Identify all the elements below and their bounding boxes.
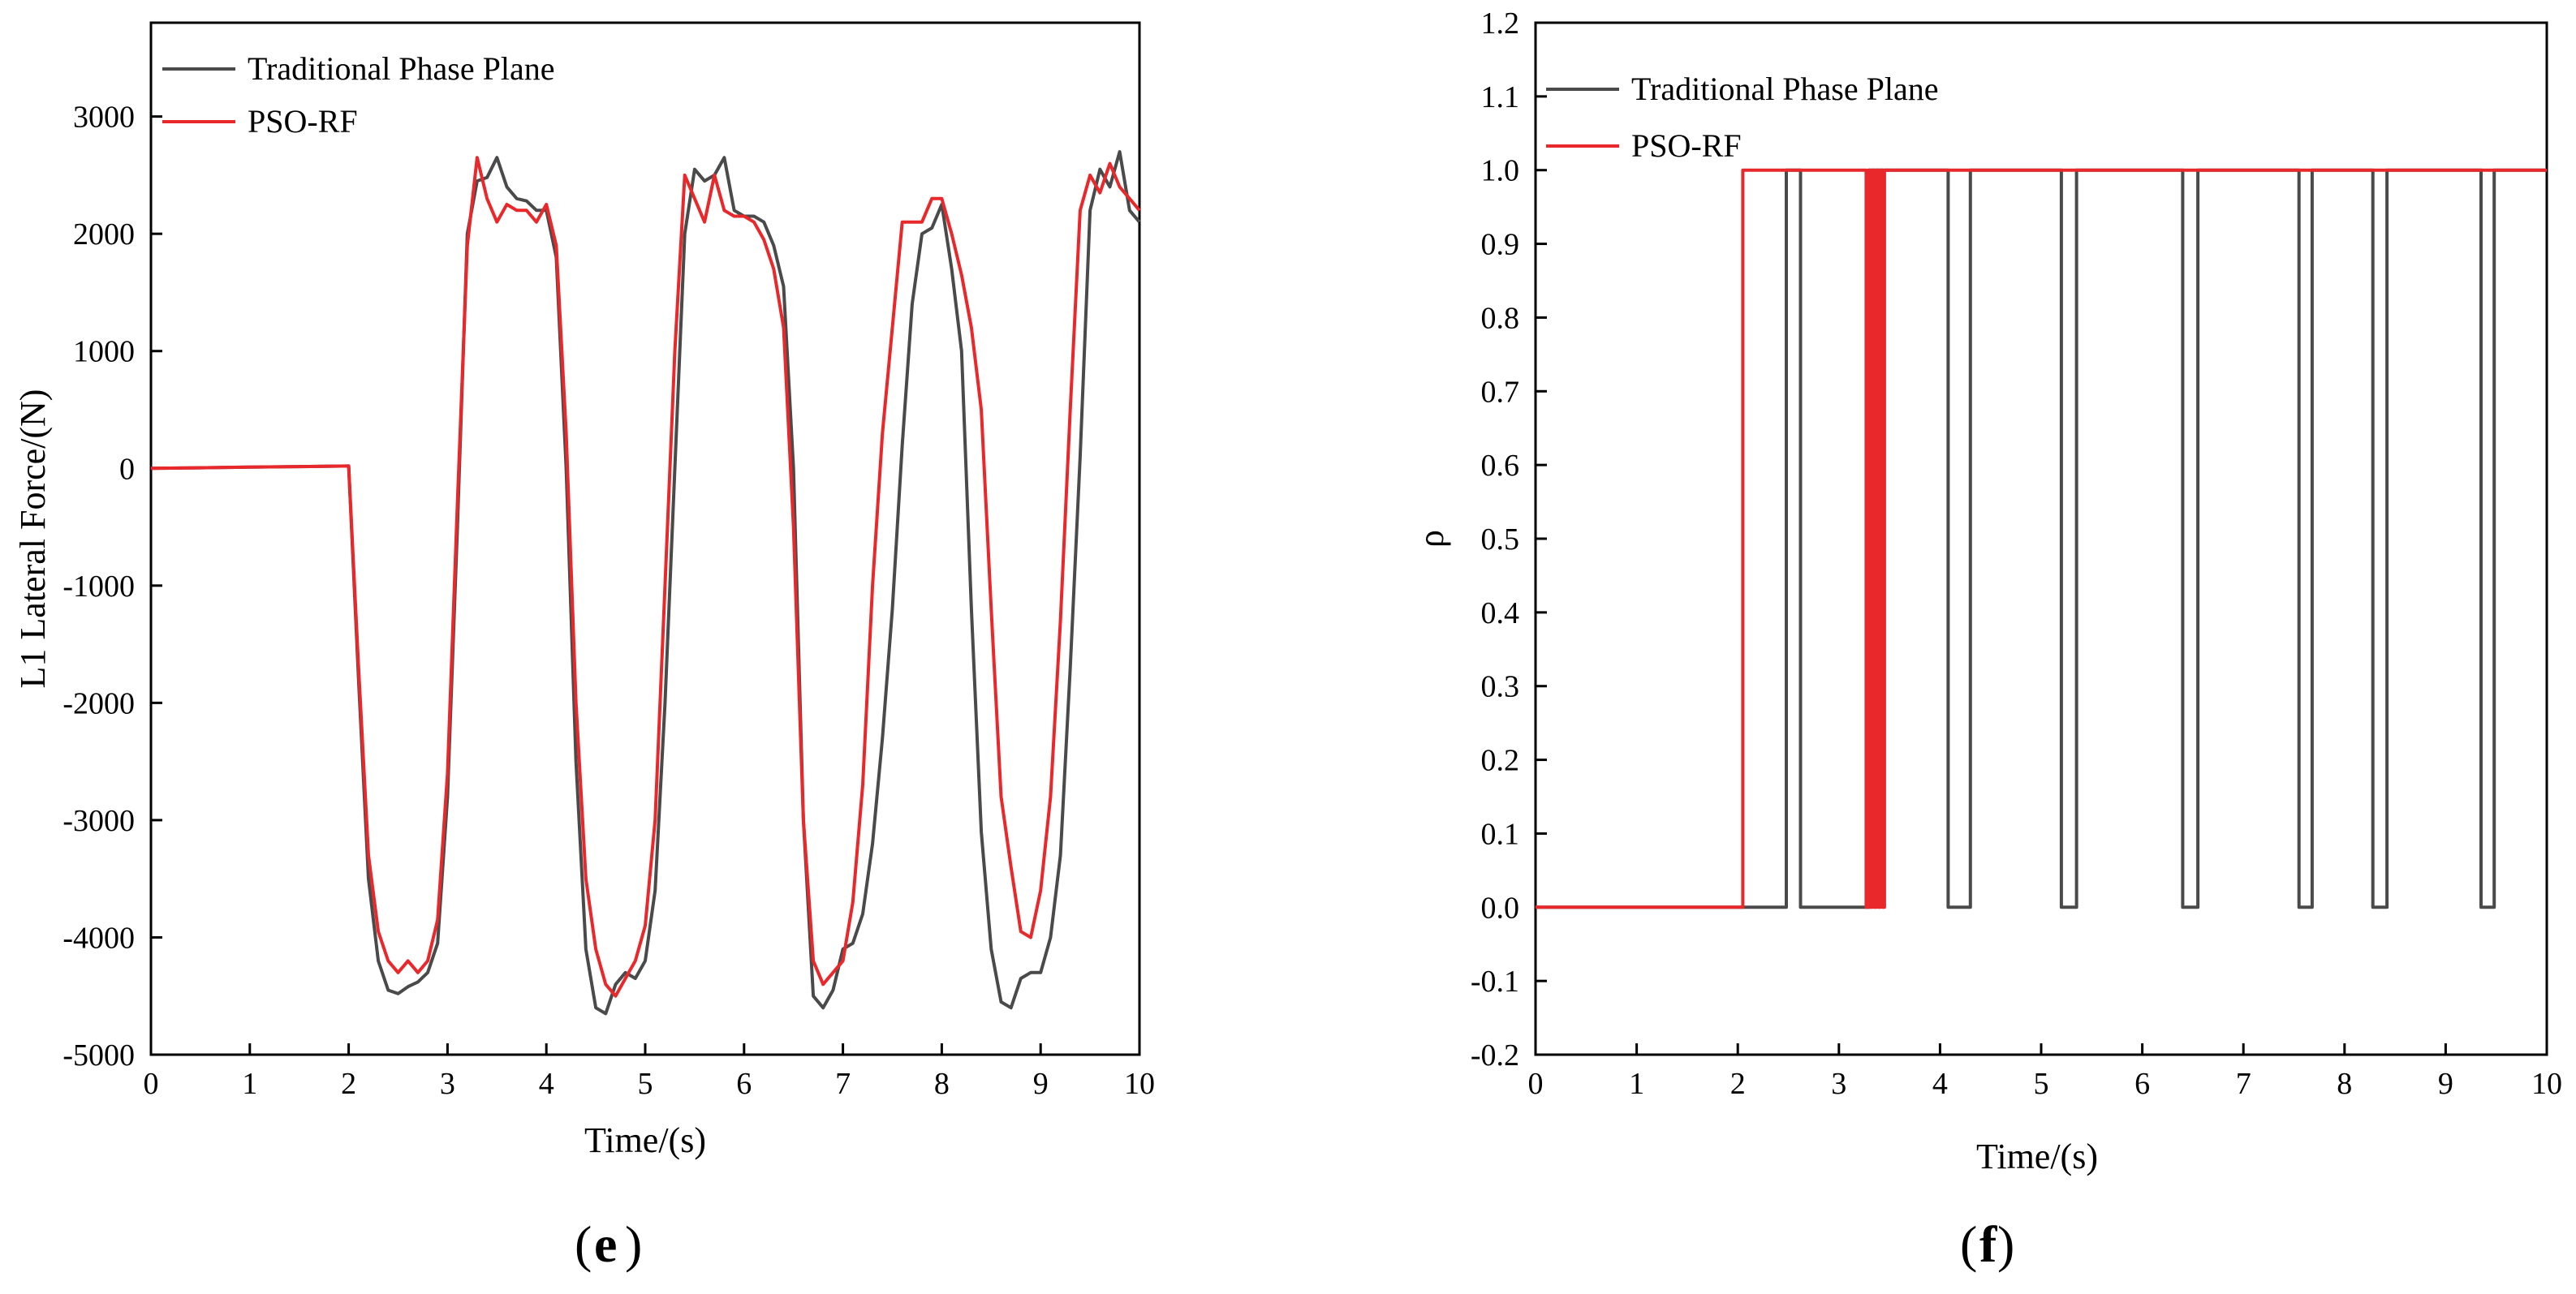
panel-e-series-pso-rf-line bbox=[150, 156, 1141, 998]
panel-e-label-letter: e bbox=[594, 1215, 617, 1273]
panel-f-legend-label-traditional: Traditional Phase Plane bbox=[1631, 71, 1939, 107]
panel-f-y-tick-label: 0.0 bbox=[1481, 891, 1520, 925]
panel-f-y-tick-label: 0.1 bbox=[1481, 817, 1520, 851]
panel-f-x-tick-label: 7 bbox=[2236, 1067, 2251, 1101]
panel-e-y-tick-label: 0 bbox=[119, 452, 135, 486]
panel-f-y-tick-label: 0.6 bbox=[1481, 449, 1520, 483]
panel-e-x-tick-label: 4 bbox=[539, 1067, 554, 1101]
panel-f-series-pso-rf-line bbox=[1536, 168, 2547, 909]
panel-f-y-tick-label: 1.0 bbox=[1481, 154, 1520, 188]
panel-e-x-tick-label: 3 bbox=[440, 1067, 455, 1101]
panel-f-y-tick-label: 0.2 bbox=[1481, 744, 1520, 778]
panel-f-x-tick-label: 5 bbox=[2034, 1067, 2049, 1101]
panel-f-legend: Traditional Phase Plane PSO-RF bbox=[1546, 71, 1939, 164]
panel-f-chart: 0 1 2 3 4 5 6 7 8 9 10 -0.2 -0.1 0.0 0.1 0.2 0.3 0.4 0.5 0… bbox=[1411, 6, 2562, 1273]
panel-e-y-tick-label: -2000 bbox=[62, 686, 135, 720]
panel-e-x-tick-label: 7 bbox=[835, 1067, 851, 1101]
panel-f-y-tick-label: 0.5 bbox=[1481, 522, 1520, 557]
panel-e-x-axis-title: Time/(s) bbox=[584, 1120, 706, 1160]
panel-f-legend-label-psorf: PSO-RF bbox=[1631, 127, 1742, 164]
panel-e-legend: Traditional Phase Plane PSO-RF bbox=[162, 50, 555, 140]
panel-e-y-axis-title: L1 Lateral Force/(N) bbox=[13, 389, 53, 689]
panel-f-x-tick-label: 1 bbox=[1629, 1067, 1644, 1101]
panel-e-x-tick-label: 9 bbox=[1033, 1067, 1049, 1101]
panel-f-x-tick-label: 4 bbox=[1932, 1067, 1948, 1101]
panel-f-x-tick-label: 8 bbox=[2337, 1067, 2352, 1101]
panel-e-label-open: ( bbox=[575, 1215, 592, 1273]
panel-f-plot-frame bbox=[1534, 21, 2548, 1056]
panel-f-y-tick-label: 0.8 bbox=[1481, 301, 1520, 335]
panel-f-x-tick-label: 6 bbox=[2134, 1067, 2150, 1101]
panel-e-y-tick-label: -1000 bbox=[62, 570, 135, 604]
panel-f-y-tick-label: 0.3 bbox=[1481, 670, 1520, 704]
panel-e-x-ticks: 0 1 2 3 4 5 6 7 8 9 10 bbox=[144, 1043, 1155, 1101]
panel-e-y-tick-label: -3000 bbox=[62, 804, 135, 838]
panel-e-plot-frame bbox=[149, 21, 1141, 1056]
panel-f-x-tick-label: 2 bbox=[1730, 1067, 1746, 1101]
panel-e-y-tick-label: 1000 bbox=[73, 335, 135, 369]
panel-e-x-tick-label: 10 bbox=[1124, 1067, 1155, 1101]
panel-e-x-tick-label: 0 bbox=[144, 1067, 159, 1101]
panel-f-series-traditional-phase-plane-line bbox=[1536, 168, 2547, 909]
panel-e-series-group bbox=[150, 150, 1141, 1016]
panel-f-y-tick-label: 0.7 bbox=[1481, 375, 1520, 409]
panel-f-label-close: ) bbox=[1997, 1215, 2014, 1273]
panel-f-x-tick-label: 0 bbox=[1528, 1067, 1544, 1101]
panel-e-x-tick-label: 8 bbox=[934, 1067, 950, 1101]
panel-f-y-tick-label: 1.2 bbox=[1481, 6, 1520, 41]
panel-e-y-tick-label: -4000 bbox=[62, 921, 135, 955]
panel-f-y-ticks: -0.2 -0.1 0.0 0.1 0.2 0.3 0.4 0.5 0.6 0.7 0.8 0.9 1.… bbox=[1471, 6, 1547, 1073]
panel-f-x-tick-label: 3 bbox=[1831, 1067, 1846, 1101]
panel-f-y-tick-label: 1.1 bbox=[1481, 80, 1520, 114]
panel-e-y-ticks: -5000 -4000 -3000 -2000 -1000 0 1000 2000 3000 bbox=[62, 101, 162, 1073]
panel-e-x-tick-label: 6 bbox=[736, 1067, 752, 1101]
panel-e-x-tick-label: 1 bbox=[242, 1067, 257, 1101]
panel-f-label-letter: f bbox=[1979, 1215, 1997, 1273]
panel-f-y-tick-label: -0.1 bbox=[1471, 965, 1519, 999]
panel-f-series-group bbox=[1536, 168, 2547, 909]
panel-f-y-tick-label: -0.2 bbox=[1471, 1038, 1519, 1073]
panel-e-y-tick-label: 2000 bbox=[73, 217, 135, 251]
panel-e-legend-label-traditional: Traditional Phase Plane bbox=[248, 50, 555, 87]
panel-e-y-tick-label: 3000 bbox=[73, 101, 135, 135]
panel-f-x-ticks: 0 1 2 3 4 5 6 7 8 9 10 bbox=[1528, 1043, 2562, 1101]
panel-f-x-axis-title: Time/(s) bbox=[1976, 1137, 2098, 1176]
panel-f-y-tick-label: 0.4 bbox=[1481, 596, 1520, 630]
panel-f-x-tick-label: 10 bbox=[2531, 1067, 2562, 1101]
panel-e-legend-label-psorf: PSO-RF bbox=[248, 103, 358, 140]
panel-e-x-tick-label: 2 bbox=[341, 1067, 356, 1101]
panel-e-label-close: ) bbox=[625, 1215, 642, 1273]
panel-e-chart: 0 1 2 3 4 5 6 7 8 9 10 -5000 -4000 -3000 -2000 -1000 0 1… bbox=[13, 21, 1155, 1273]
panel-e-x-tick-label: 5 bbox=[638, 1067, 653, 1101]
panel-e-y-tick-label: -5000 bbox=[62, 1038, 135, 1073]
panel-f-y-tick-label: 0.9 bbox=[1481, 228, 1520, 262]
panel-f-x-tick-label: 9 bbox=[2438, 1067, 2453, 1101]
panel-f-y-axis-title: ρ bbox=[1411, 530, 1451, 548]
panel-f-label-open: ( bbox=[1960, 1215, 1977, 1273]
